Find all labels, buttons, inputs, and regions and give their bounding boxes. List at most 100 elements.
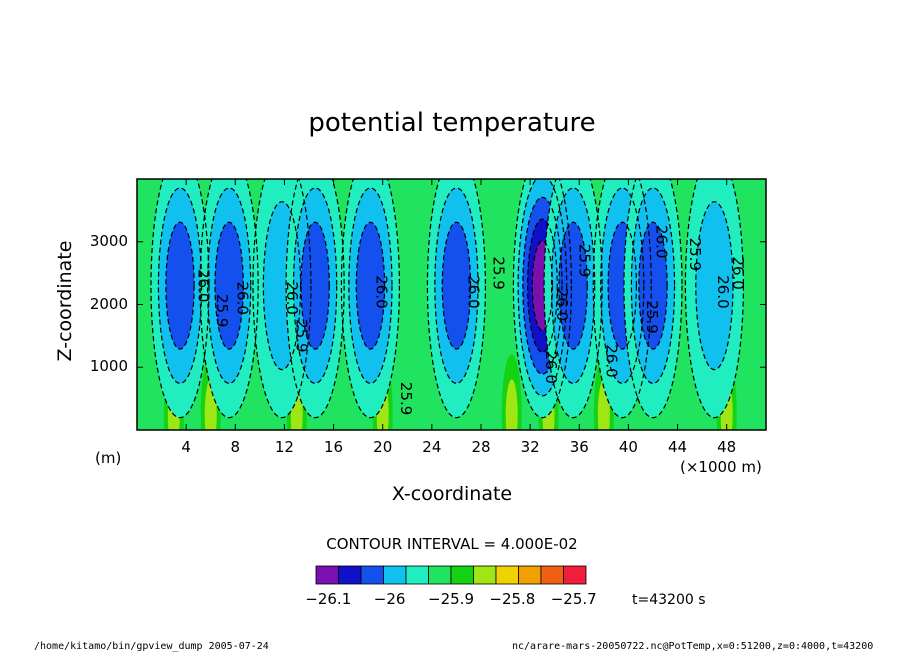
contour-label: 26.0 — [373, 275, 391, 308]
cold-region — [356, 222, 385, 350]
contour-line — [300, 221, 330, 350]
contour-line — [695, 201, 734, 371]
contour-line — [512, 179, 573, 419]
contour-line — [630, 187, 676, 384]
contour-line — [592, 179, 652, 419]
x-tick-label: 12 — [274, 438, 294, 456]
colorbar-swatch — [563, 565, 587, 585]
contour-line — [558, 221, 588, 350]
contour-label: 26.0 — [729, 256, 747, 289]
colorbar-swatch — [428, 565, 452, 585]
y-tick-label: 1000 — [89, 357, 128, 376]
colorbar-swatch — [473, 565, 497, 585]
y-axis-label: Z-coordinate — [54, 240, 76, 362]
contour-line — [348, 187, 393, 384]
x-tick-label: 48 — [717, 438, 737, 456]
colorbar-tick-label: −26.1 — [305, 590, 352, 608]
colorbar — [315, 565, 587, 585]
contour-line — [522, 196, 563, 375]
contour-label: 26.0 — [283, 282, 301, 315]
x-axis-label: X-coordinate — [391, 483, 513, 505]
contour-lines — [150, 179, 744, 419]
contour-label: 25.9 — [643, 300, 661, 333]
contour-label: 25.9 — [489, 256, 507, 289]
contour-line — [623, 179, 683, 419]
contour-line — [206, 187, 252, 384]
colorbar-tick-label: −25.7 — [550, 590, 597, 608]
footer-command: /home/kitamo/bin/gpview_dump 2005-07-24 — [34, 641, 269, 652]
colorbar-tick-label: −25.9 — [428, 590, 474, 608]
contour-label: 25.9 — [397, 382, 415, 415]
contour-label: 25.9 — [686, 238, 704, 271]
contour-line — [157, 187, 203, 384]
contour-line — [684, 179, 744, 419]
x-tick-label: 24 — [422, 438, 442, 456]
colorbar-tick-label: −26 — [373, 590, 406, 608]
colorbar-swatch — [540, 565, 564, 585]
x-tick-label: 8 — [230, 438, 241, 456]
contour-line — [526, 218, 558, 353]
contour-line — [285, 179, 345, 419]
contour-line — [214, 221, 244, 350]
contour-label-layer: 26.025.9 26.0 26.0 26.025.926.025.926.026.0… — [194, 225, 746, 415]
contour-line — [262, 201, 302, 371]
time-label: t=43200 s — [632, 592, 706, 608]
contour-label: 26.0 — [465, 275, 483, 308]
x-tick-label: 28 — [471, 438, 491, 456]
y-tick-label: 2000 — [89, 294, 128, 313]
colorbar-swatch — [450, 565, 474, 585]
colorbar-swatch — [360, 565, 384, 585]
contour-label: 26.0 — [553, 288, 571, 321]
cold-region — [300, 222, 330, 350]
warm-region — [505, 379, 518, 430]
colorbar-swatch — [338, 565, 362, 585]
contour-label: 25.9 — [293, 319, 311, 352]
contour-label: 26.0 — [194, 269, 212, 302]
contour-line — [550, 187, 596, 384]
contour-line — [252, 179, 312, 419]
contour-label: 26.0 — [234, 282, 252, 315]
contour-interval-text: CONTOUR INTERVAL = 4.000E-02 — [326, 535, 578, 553]
colorbar-swatch — [383, 565, 407, 585]
chart-title: potential temperature — [308, 108, 596, 138]
contour-label: 26.0 — [542, 351, 560, 384]
cold-region — [638, 222, 668, 350]
footer-source: nc/arare-mars-20050722.nc@PotTemp,x=0:51… — [512, 641, 874, 652]
contour-line — [638, 221, 668, 350]
contour-field — [137, 179, 766, 430]
y-tick-label: 3000 — [89, 231, 128, 250]
contour-label: 26.0 — [653, 225, 671, 258]
contour-label: 26.0 — [602, 344, 620, 377]
contour-line — [165, 221, 195, 350]
x-tick-label: 20 — [373, 438, 393, 456]
contour-label: 25.9 — [575, 244, 593, 277]
contour-line — [426, 179, 487, 419]
colorbar-swatch — [495, 565, 519, 585]
contour-line — [199, 179, 259, 419]
cold-region — [442, 222, 471, 350]
colorbar-tick-label: −25.8 — [489, 590, 536, 608]
x-axis-unit: (×1000 m) — [680, 458, 762, 476]
colorbar-swatch — [405, 565, 429, 585]
cold-region — [695, 201, 734, 370]
contour-line — [600, 187, 645, 384]
contour-line — [531, 240, 554, 332]
contour-line — [150, 179, 210, 419]
x-tick-label: 4 — [181, 438, 191, 456]
colorbar-swatch — [315, 565, 339, 585]
contour-line — [434, 187, 479, 384]
x-tick-label: 44 — [668, 438, 688, 456]
axis-ticks — [137, 179, 766, 430]
colorbar-swatch — [518, 565, 542, 585]
contour-line — [292, 187, 338, 384]
contour-line — [607, 221, 638, 350]
contour-line — [340, 179, 401, 419]
cold-region — [214, 222, 244, 350]
contour-label: 25.9 — [213, 294, 231, 327]
contour-line — [543, 179, 603, 419]
contour-line — [441, 221, 472, 350]
x-tick-label: 32 — [520, 438, 540, 456]
contour-line — [355, 221, 386, 350]
y-axis-unit: (m) — [95, 449, 122, 467]
